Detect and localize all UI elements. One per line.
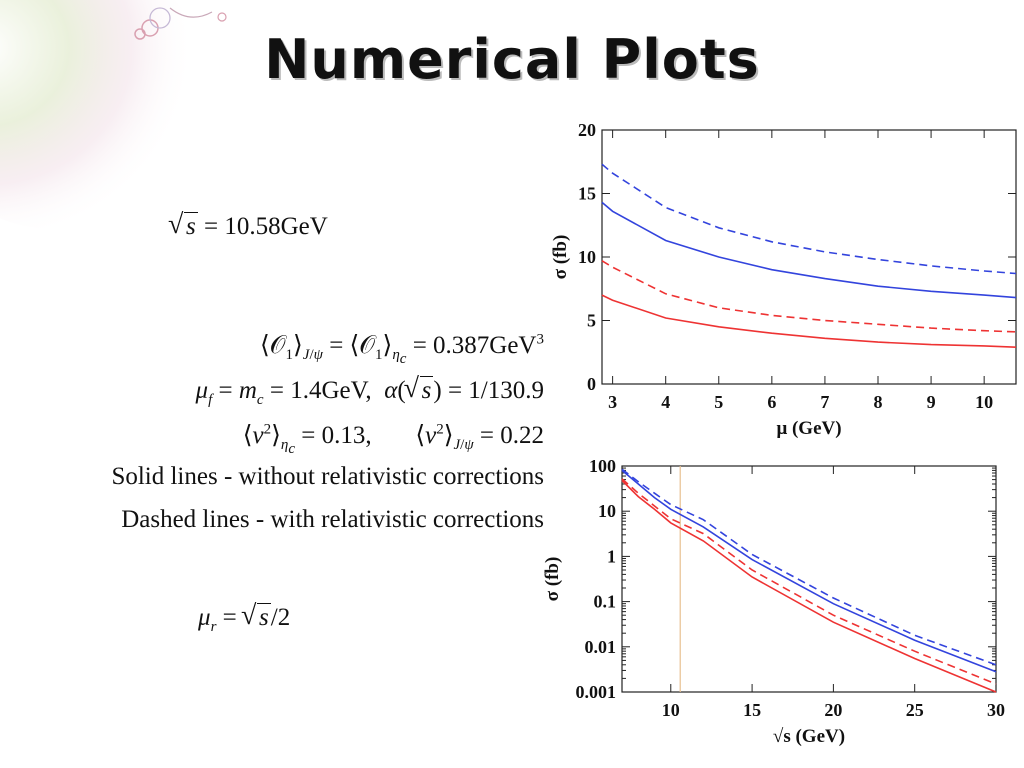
x-tick-label: 20 <box>824 700 842 720</box>
x-tick-label: 5 <box>714 392 723 412</box>
y-tick-label: 5 <box>587 311 596 331</box>
y-tick-label: 15 <box>578 184 596 204</box>
y-tick-label: 0.1 <box>594 592 617 612</box>
x-axis-label: μ (GeV) <box>776 418 841 439</box>
y-tick-label: 10 <box>598 501 616 521</box>
ldme-value: ⟨𝒪1⟩J/ψ = ⟨𝒪1⟩ηc = 0.387GeV3 <box>259 331 544 367</box>
y-tick-label: 0.001 <box>576 682 617 702</box>
dashed-series-line-2 <box>601 260 1017 333</box>
x-tick-label: 3 <box>608 392 617 412</box>
sqrt-s-value: s = 10.58GeV <box>168 209 328 241</box>
dashed-lines-note: Dashed lines - with relativistic correct… <box>121 506 544 533</box>
dashed-series-line-0 <box>621 468 997 666</box>
x-tick-label: 10 <box>662 700 680 720</box>
x-tick-label: 6 <box>767 392 776 412</box>
x-tick-label: 9 <box>927 392 936 412</box>
solid-lines-note: Solid lines - without relativistic corre… <box>111 463 544 490</box>
y-tick-label: 20 <box>578 120 596 140</box>
slide-title: Numerical Plots <box>264 28 760 91</box>
y-tick-label: 1 <box>607 546 616 566</box>
y-tick-label: 0 <box>587 374 596 394</box>
sigma-vs-mu-plot: 0 5 10 15 20 3 4 5 6 7 8 9 10 μ (GeV) σ (fb) <box>548 118 1018 452</box>
x-tick-label: 10 <box>975 392 993 412</box>
x-tick-label: 8 <box>874 392 883 412</box>
solid-series-line-1 <box>621 469 997 673</box>
solid-series-line-1 <box>601 201 1017 299</box>
x-tick-label: 30 <box>987 700 1005 720</box>
solid-series-line-3 <box>601 294 1017 348</box>
plot-frame <box>621 465 997 693</box>
x-tick-label: 25 <box>906 700 924 720</box>
y-tick-label: 0.01 <box>585 637 617 657</box>
sigma-vs-sqrts-plot: 0.001 0.01 0.1 1 10 100 10 15 20 25 30 √s (GeV) σ (f… <box>528 452 1018 766</box>
y-tick-label: 100 <box>589 456 616 476</box>
mu-r-value: μr = s/2 <box>198 600 290 636</box>
x-axis-label: √s (GeV) <box>773 726 845 747</box>
x-tick-label: 4 <box>661 392 670 412</box>
x-tick-label: 15 <box>743 700 761 720</box>
dashed-series-line-0 <box>601 163 1017 275</box>
x-tick-label: 7 <box>820 392 829 412</box>
solid-series-line-3 <box>621 479 997 693</box>
y-tick-label: 10 <box>578 247 596 267</box>
scales-value: μf = mc = 1.4GeV, α(s) = 1/130.9 <box>196 373 544 409</box>
y-axis-label: σ (fb) <box>542 557 563 602</box>
v2-value: ⟨v2⟩ηc = 0.13, ⟨v2⟩J/ψ = 0.22 <box>242 421 544 457</box>
y-axis-label: σ (fb) <box>550 235 571 280</box>
dashed-series-line-2 <box>621 478 997 685</box>
